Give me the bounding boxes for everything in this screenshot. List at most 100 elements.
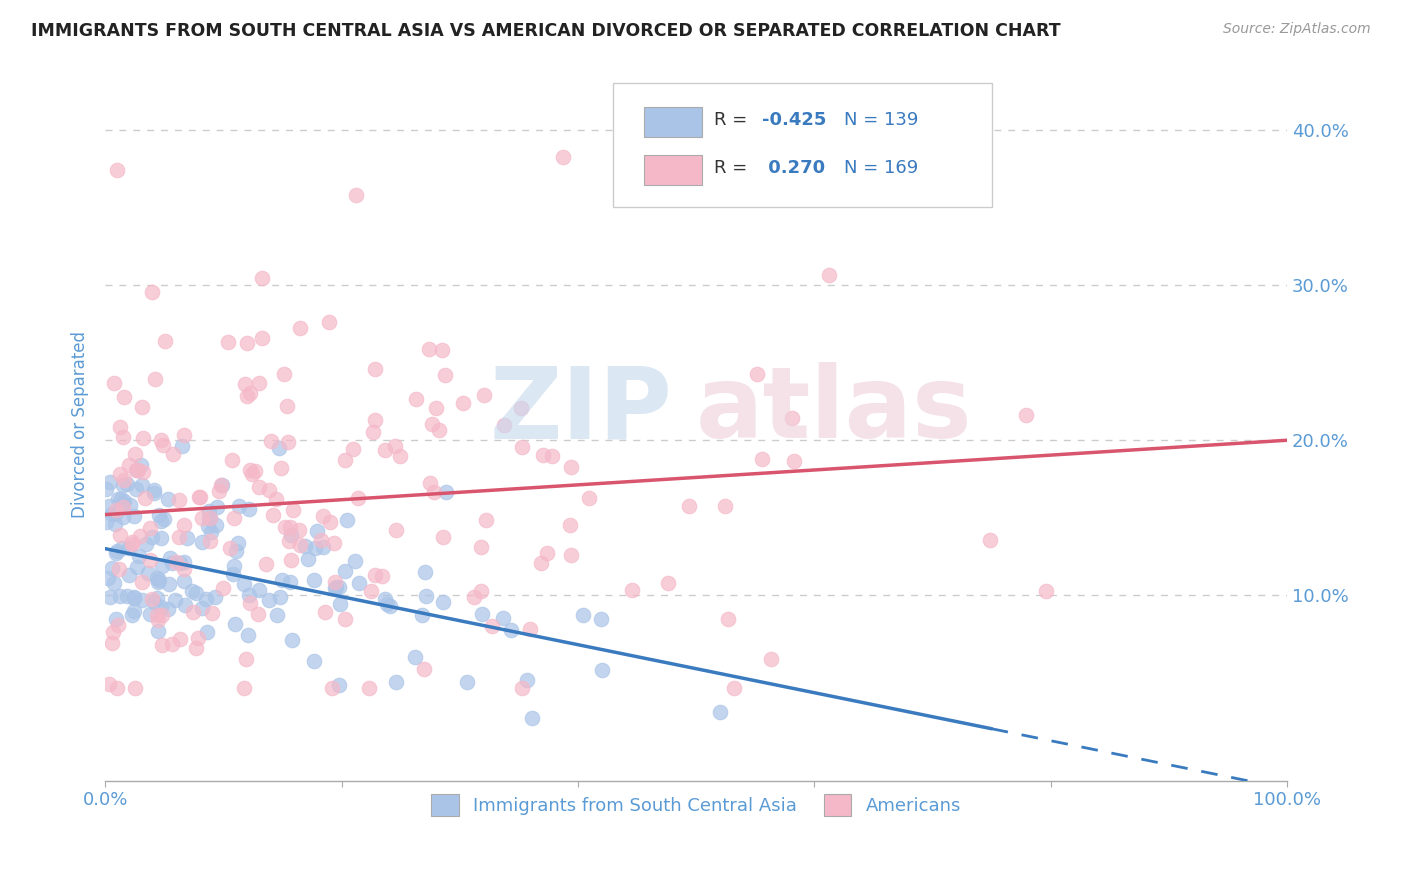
Point: [389, 450, 412, 464]
Point: [111, 497, 134, 511]
Point: [105, 543, 128, 558]
Point: [121, 607, 143, 622]
Point: [290, 320, 312, 334]
Point: [430, 343, 453, 357]
Point: [160, 637, 183, 651]
Point: [143, 372, 166, 386]
Point: [456, 675, 478, 690]
Point: [305, 524, 328, 539]
Point: [128, 549, 150, 563]
Point: [217, 335, 239, 350]
Point: [129, 529, 152, 543]
Point: [184, 640, 207, 655]
Point: [125, 560, 148, 574]
Point: [451, 395, 474, 409]
Point: [191, 601, 214, 615]
Point: [122, 509, 145, 524]
FancyBboxPatch shape: [644, 107, 702, 136]
Point: [359, 681, 381, 695]
Point: [375, 597, 398, 611]
Point: [510, 681, 533, 695]
Point: [143, 483, 166, 497]
Point: [492, 417, 515, 432]
Point: [150, 638, 173, 652]
Point: [247, 583, 270, 598]
Point: [125, 463, 148, 477]
Point: [112, 390, 135, 404]
Point: [150, 434, 173, 448]
Point: [145, 571, 167, 585]
Point: [374, 592, 396, 607]
Point: [103, 507, 125, 521]
Point: [105, 612, 128, 626]
Point: [329, 597, 352, 611]
Point: [134, 491, 156, 505]
Point: [150, 559, 173, 574]
Point: [432, 595, 454, 609]
Text: N = 139: N = 139: [844, 111, 918, 128]
Point: [108, 467, 131, 481]
Point: [190, 490, 212, 504]
Point: [101, 561, 124, 575]
Point: [783, 454, 806, 468]
Point: [224, 617, 246, 632]
Point: [124, 590, 146, 604]
Point: [294, 539, 316, 553]
Point: [150, 608, 173, 623]
Point: [817, 268, 839, 282]
Point: [304, 654, 326, 668]
Point: [232, 576, 254, 591]
Point: [105, 162, 128, 177]
Point: [131, 593, 153, 607]
Point: [751, 452, 773, 467]
Point: [115, 477, 138, 491]
Point: [335, 452, 357, 467]
Point: [163, 593, 186, 607]
Point: [239, 596, 262, 610]
Point: [260, 434, 283, 448]
Point: [276, 399, 298, 413]
Point: [288, 523, 311, 537]
Point: [250, 331, 273, 345]
Point: [124, 681, 146, 695]
Point: [560, 459, 582, 474]
Point: [207, 500, 229, 514]
Point: [139, 607, 162, 621]
Point: [96, 515, 118, 529]
Point: [540, 449, 562, 463]
Point: [239, 386, 262, 401]
Point: [111, 430, 134, 444]
Point: [249, 480, 271, 494]
Point: [195, 625, 218, 640]
Point: [319, 515, 342, 529]
Point: [404, 650, 426, 665]
Point: [257, 592, 280, 607]
Text: R =: R =: [714, 111, 752, 128]
Point: [344, 188, 367, 202]
Point: [173, 427, 195, 442]
Point: [108, 562, 131, 576]
Point: [224, 559, 246, 574]
Point: [471, 607, 494, 621]
Point: [148, 624, 170, 638]
Point: [273, 520, 295, 534]
Point: [191, 511, 214, 525]
Point: [501, 624, 523, 638]
Point: [145, 591, 167, 605]
Point: [122, 605, 145, 619]
Point: [236, 628, 259, 642]
Point: [132, 431, 155, 445]
Point: [200, 511, 222, 525]
Point: [180, 583, 202, 598]
Point: [657, 576, 679, 591]
Point: [434, 485, 457, 500]
Point: [159, 551, 181, 566]
Point: [235, 652, 257, 666]
Point: [122, 591, 145, 605]
Point: [385, 675, 408, 690]
Point: [107, 492, 129, 507]
Point: [360, 584, 382, 599]
Point: [118, 458, 141, 472]
Point: [380, 599, 402, 614]
Point: [678, 500, 700, 514]
